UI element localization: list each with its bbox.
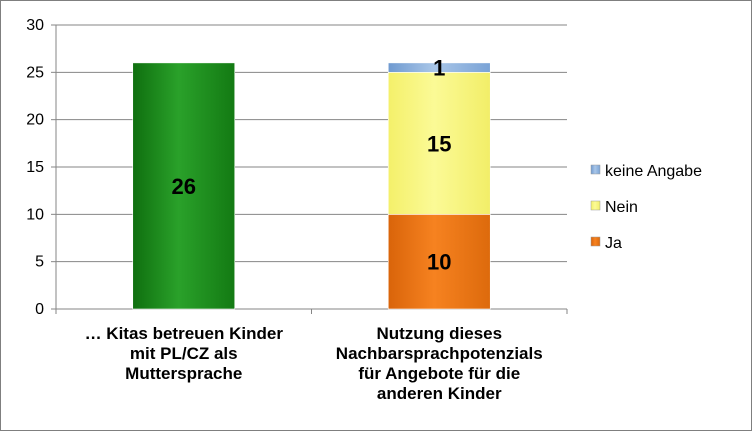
legend-label: Ja xyxy=(605,235,622,252)
y-tick-label: 0 xyxy=(35,301,44,318)
bar-segment xyxy=(387,62,491,73)
y-tick-label: 15 xyxy=(26,159,44,176)
data-label: 26 xyxy=(172,174,196,199)
bars xyxy=(132,62,491,310)
data-labels: 26 10 15 1 xyxy=(172,56,452,275)
y-tick-label: 25 xyxy=(26,64,44,81)
bar-segment xyxy=(387,214,491,310)
legend-swatch xyxy=(590,200,601,211)
category-label: Nutzung dieses Nachbarsprachpotenzials für… xyxy=(336,324,543,403)
data-label: 10 xyxy=(427,250,451,275)
y-tick-label: 20 xyxy=(26,112,44,129)
legend-label: keine Angabe xyxy=(605,163,702,180)
category-labels: … Kitas betreuen Kinder mit PL/CZ als Mutt… xyxy=(85,324,543,403)
legend: keine Angabe Nein Ja xyxy=(590,163,702,252)
y-tick-label: 30 xyxy=(26,17,44,34)
legend-label: Nein xyxy=(605,199,638,216)
data-label: 1 xyxy=(433,56,445,81)
bar-segment xyxy=(387,72,491,215)
data-label: 15 xyxy=(427,131,451,156)
category-label: … Kitas betreuen Kinder mit PL/CZ als Mutt… xyxy=(85,324,284,383)
bar-segment xyxy=(132,62,236,310)
legend-swatch xyxy=(590,164,601,175)
y-tick-label: 10 xyxy=(26,206,44,223)
legend-swatch xyxy=(590,236,601,247)
y-tick-label: 5 xyxy=(35,254,44,271)
